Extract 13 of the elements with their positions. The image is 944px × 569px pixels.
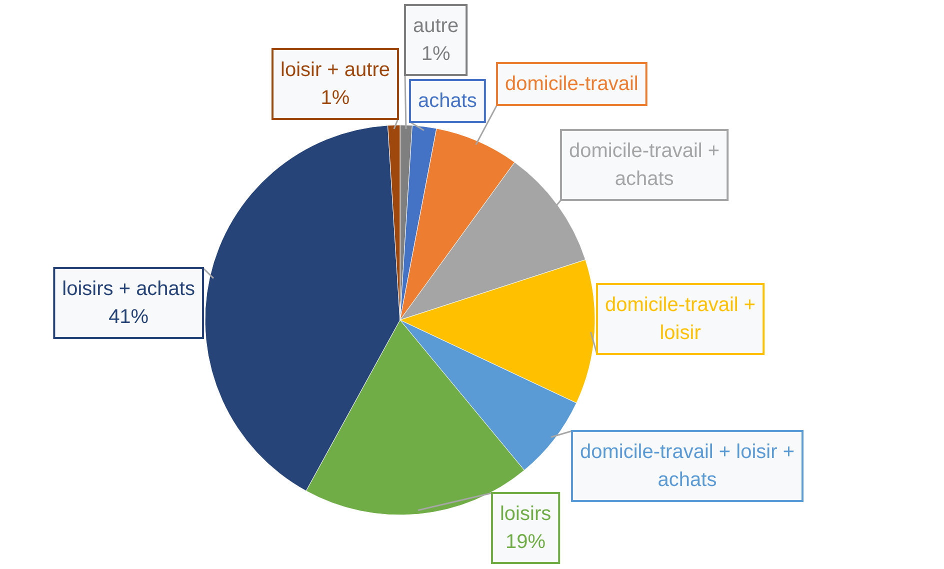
data-label: 1% [320,87,350,109]
slice-label: domicile-travail [504,73,638,95]
slice-label: loisirs [500,503,552,525]
data-label: 19% [506,531,546,553]
slice-label: autre [412,15,459,37]
slice-label: domicile-travail + achats [569,140,720,190]
data-label: 1% [421,43,450,65]
slice-label: loisirs + achats [62,278,196,300]
slice-label: domicile-travail + loisir + achats [580,441,795,491]
slice-label: loisir + autre [280,59,390,81]
slice-label: domicile-travail + loisir [605,294,756,344]
slice-label: achats [418,90,477,112]
data-label: 41% [108,306,149,328]
